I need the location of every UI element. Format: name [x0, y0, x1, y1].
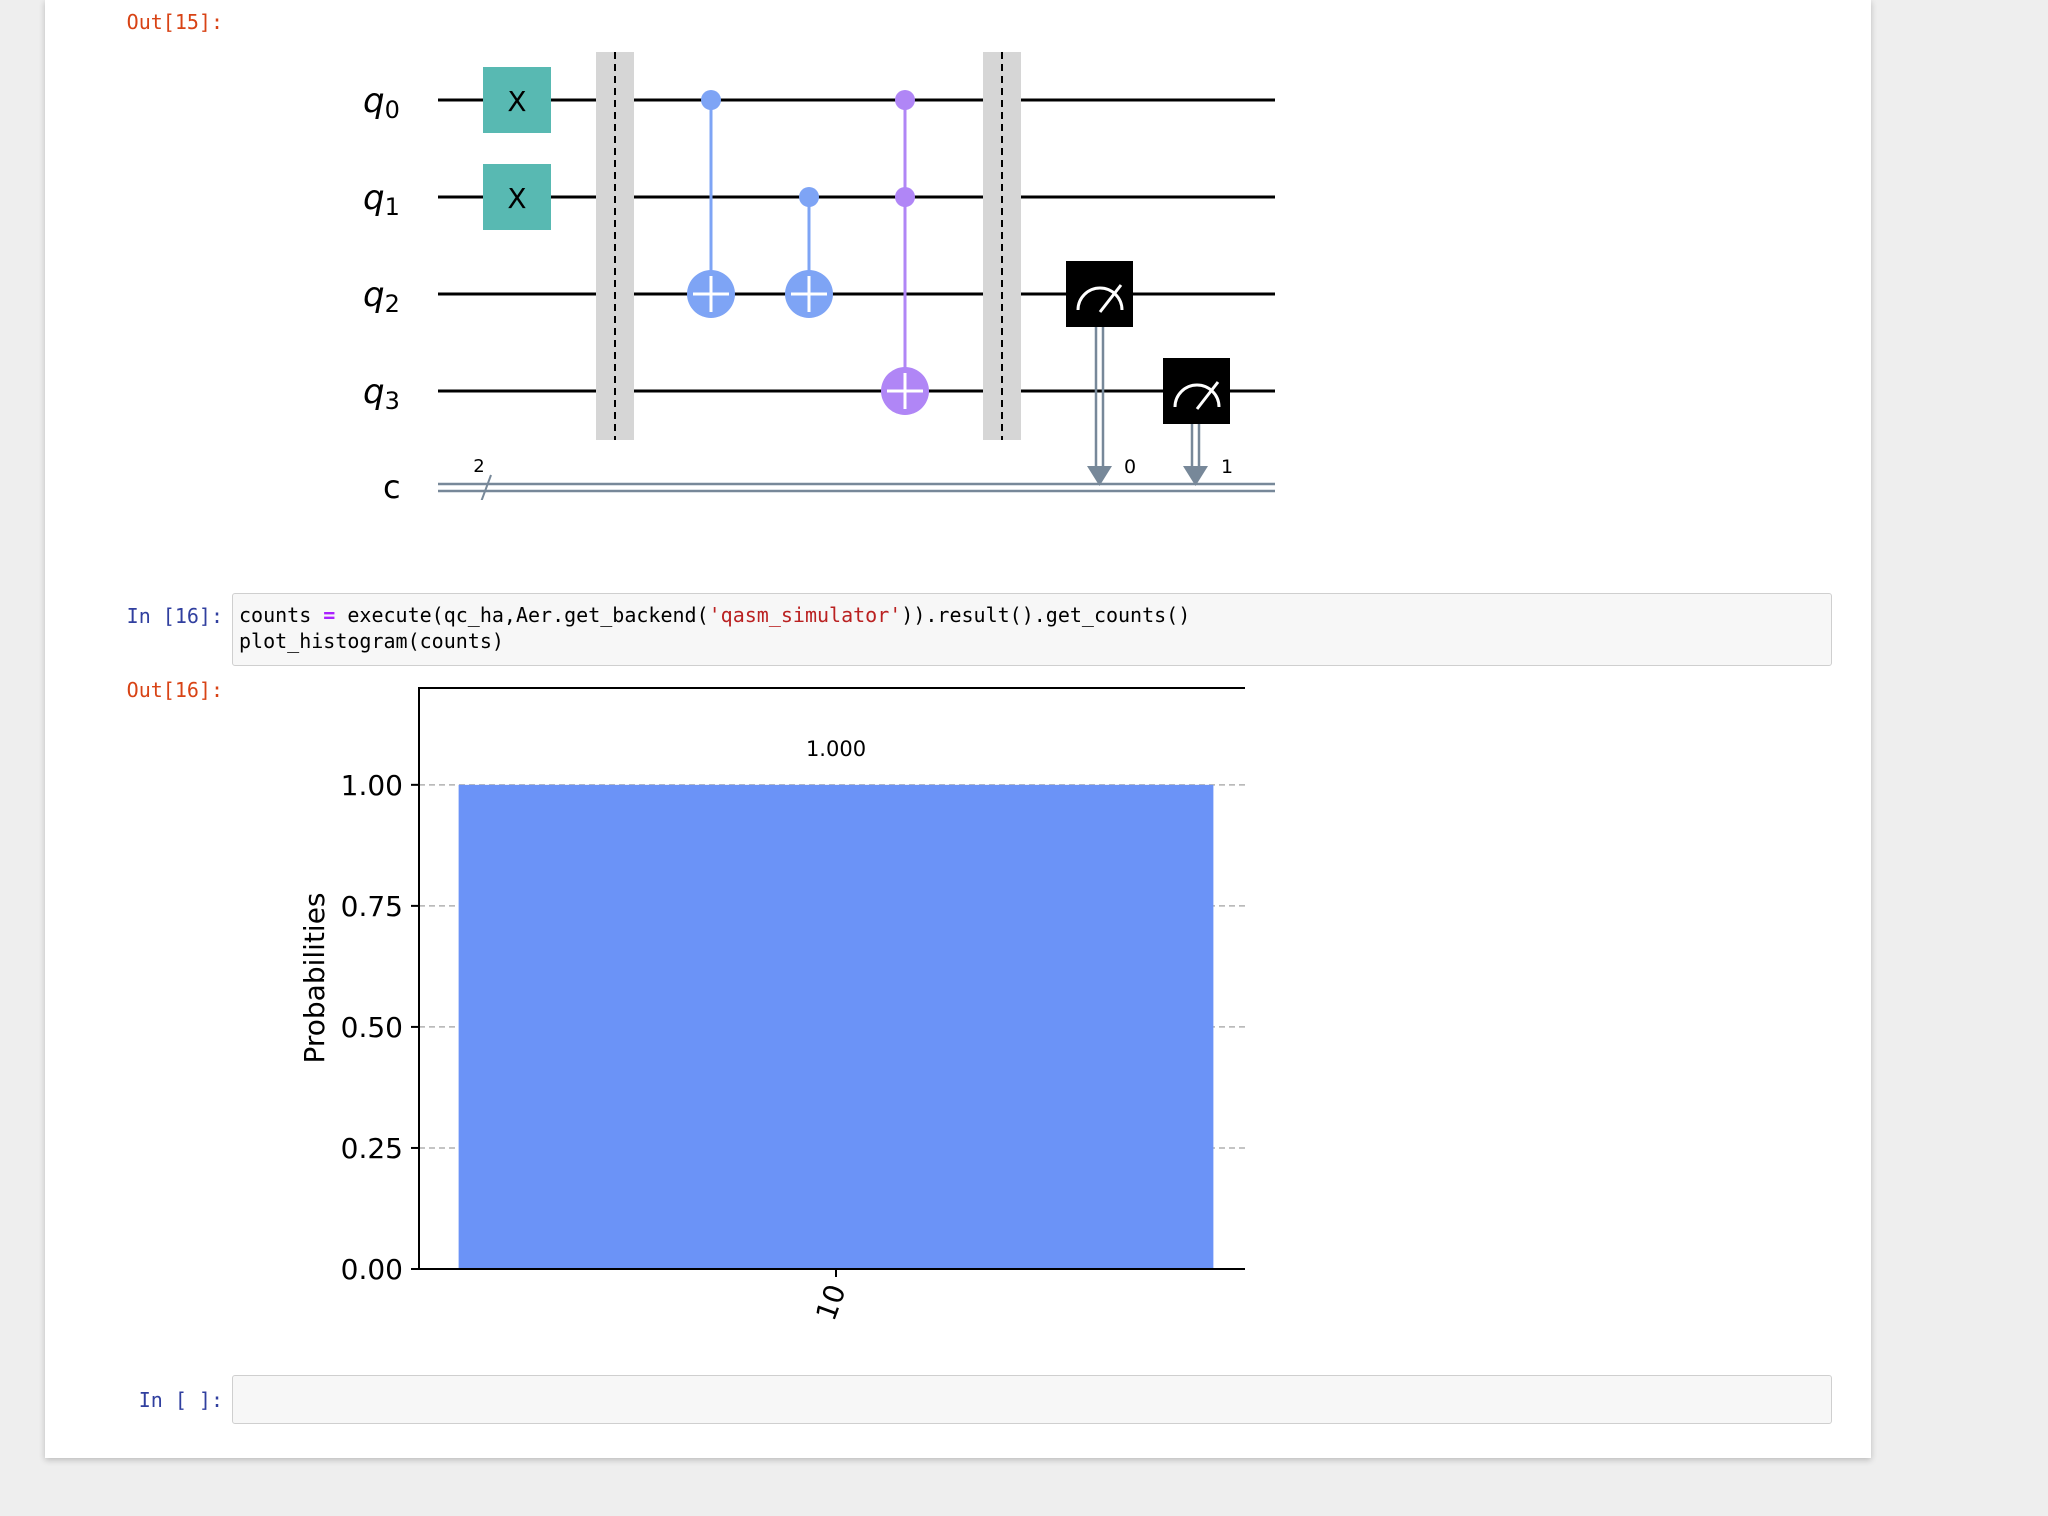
classical-size-label: 2 — [473, 456, 484, 477]
barrier-2 — [983, 52, 1021, 440]
plot-frame — [418, 687, 1245, 1270]
y-tick-label: 0.25 — [341, 1132, 403, 1165]
cnot-q0-q2 — [687, 90, 735, 318]
chart-y-ticks: 0.00 0.25 0.50 0.75 1.00 — [341, 769, 419, 1286]
measure-bit-0: 0 — [1124, 456, 1136, 478]
y-tick-label: 0.00 — [341, 1253, 403, 1286]
code-cell-16[interactable]: counts = execute(qc_ha,Aer.get_backend('… — [232, 593, 1832, 666]
y-tick-label: 0.50 — [341, 1011, 403, 1044]
bar-data-label: 1.000 — [806, 737, 866, 761]
toffoli-q0-q1-q3 — [881, 90, 929, 415]
classical-slash — [480, 474, 492, 500]
barrier-1 — [596, 52, 634, 440]
measure-q2: 0 — [1066, 261, 1136, 486]
qubit-label-3: q3 — [363, 372, 400, 415]
qubit-labels: q0 q1 q2 q3 — [363, 81, 400, 415]
empty-code-cell[interactable] — [232, 1375, 1832, 1424]
qubit-label-1: q1 — [363, 178, 400, 221]
notebook-container: Out[15]: 2 q0 q1 q2 q3 c X — [45, 0, 1871, 1458]
y-tick-label: 1.00 — [341, 769, 403, 802]
classical-label: c — [383, 468, 401, 500]
in-empty-prompt: In [ ]: — [138, 1388, 223, 1412]
y-axis-label: Probabilities — [298, 892, 331, 1063]
chart-bars: 1.000 — [458, 737, 1214, 1269]
x-gate-q0: X — [483, 67, 551, 133]
qubit-label-2: q2 — [363, 275, 400, 318]
measure-bit-1: 1 — [1221, 456, 1233, 478]
classical-wire — [438, 474, 1275, 500]
x-gate-q1: X — [483, 164, 551, 230]
out-15-prompt: Out[15]: — [126, 10, 223, 34]
circuit-diagram: 2 q0 q1 q2 q3 c X X — [363, 52, 1275, 500]
out-16-prompt: Out[16]: — [126, 678, 223, 702]
measure-q3: 1 — [1163, 358, 1233, 486]
svg-text:X: X — [507, 182, 526, 215]
qubit-wires — [438, 98, 1275, 393]
x-tick-label: 10 — [809, 1280, 852, 1325]
qubit-label-0: q0 — [363, 81, 400, 124]
y-tick-label: 0.75 — [341, 890, 403, 923]
svg-text:X: X — [507, 85, 526, 118]
histogram-bar — [458, 784, 1214, 1269]
cnot-q1-q2 — [785, 187, 833, 318]
chart-x-ticks: 10 — [809, 1269, 853, 1325]
histogram-chart: 1.000 0.00 0.25 0.50 0.75 1.00 10 Probabilit… — [298, 687, 1245, 1325]
code-cell-16-source[interactable]: counts = execute(qc_ha,Aer.get_backend('… — [239, 603, 1191, 653]
in-16-prompt: In [16]: — [126, 604, 223, 628]
